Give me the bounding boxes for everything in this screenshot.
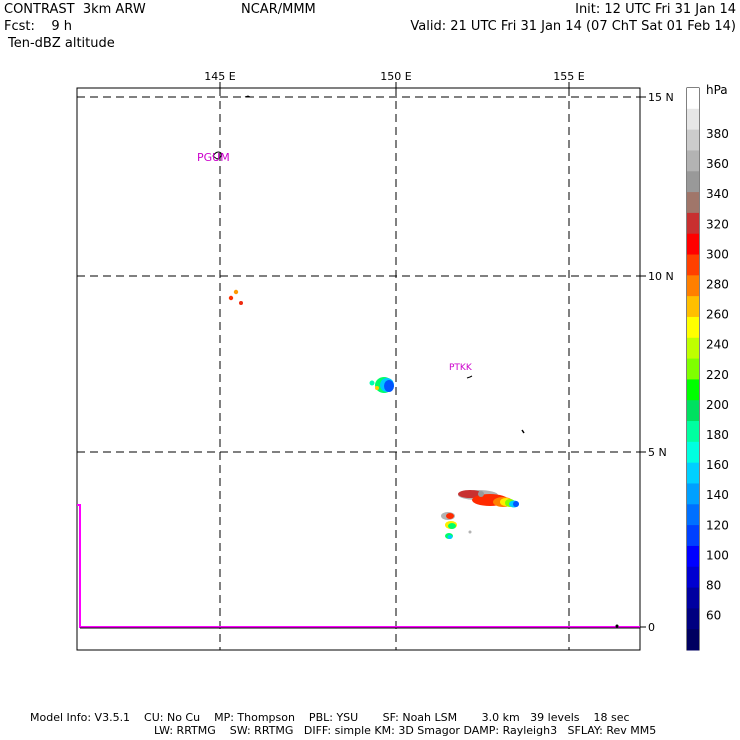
- colorbar-labels: 380 360 340 320 300 280 260 240 220 200 180 160 140 1…: [706, 127, 729, 623]
- graticule: [77, 88, 640, 650]
- colorbar-label: 300: [706, 247, 729, 261]
- colorbar-label: 180: [706, 428, 729, 442]
- footer-physics-info: LW: RRTMG SW: RRTMG DIFF: simple KM: 3D …: [154, 724, 657, 737]
- lat-label-10: 10 N: [648, 270, 674, 283]
- lon-label-150: 150 E: [380, 70, 411, 83]
- colorbar-swatch: [687, 129, 699, 151]
- colorbar-label: 80: [706, 579, 721, 593]
- colorbar-swatch: [687, 296, 699, 318]
- colorbar-label: 100: [706, 548, 729, 562]
- colorbar-swatch: [687, 608, 699, 630]
- echo-cells-west: [228, 289, 243, 305]
- valid-time: Valid: 21 UTC Fri 31 Jan 14 (07 ChT Sat …: [410, 19, 736, 34]
- echo-cell-central: [369, 377, 394, 393]
- footer-model-info: Model Info: V3.5.1 CU: No Cu MP: Thompso…: [30, 711, 630, 724]
- colorbar-swatch: [687, 587, 699, 609]
- map-plot: 145 E 150 E 155 E 15 N 10 N 5 N 0 PGUM P…: [76, 70, 729, 651]
- colorbar-swatch: [687, 150, 699, 172]
- colorbar-swatch: [687, 108, 699, 131]
- colorbar-swatch: [687, 337, 699, 360]
- colorbar-swatch: [687, 171, 699, 193]
- colorbar-label: 140: [706, 488, 729, 502]
- field-name: Ten-dBZ altitude: [8, 36, 115, 51]
- echo-cluster-southeast: [441, 490, 519, 539]
- colorbar: 380 360 340 320 300 280 260 240 220 200 180 160 140 1…: [686, 83, 729, 651]
- init-time: Init: 12 UTC Fri 31 Jan 14: [575, 2, 736, 17]
- colorbar-swatch: [687, 233, 699, 256]
- colorbar-label: 60: [706, 609, 721, 623]
- colorbar-swatch: [687, 421, 699, 443]
- colorbar-swatch: [687, 566, 699, 589]
- colorbar-swatch: [687, 254, 699, 276]
- forecast-hour: Fcst: 9 h: [4, 19, 73, 34]
- station-label-ptkk: PTKK: [449, 363, 473, 373]
- colorbar-swatch: [687, 275, 699, 297]
- colorbar-label: 220: [706, 368, 729, 382]
- lat-label-0: 0: [648, 621, 655, 634]
- colorbar-swatch: [687, 441, 699, 464]
- colorbar-swatch: [687, 379, 699, 401]
- colorbar-swatch: [687, 629, 699, 651]
- model-title: CONTRAST 3km ARW: [4, 2, 146, 17]
- guam-island-outline: [212, 151, 222, 160]
- colorbar-unit: hPa: [706, 83, 728, 97]
- tick-marks: [219, 82, 646, 628]
- colorbar-label: 200: [706, 398, 729, 412]
- colorbar-swatch: [687, 545, 699, 568]
- colorbar-swatch: [687, 358, 699, 380]
- colorbar-swatch: [687, 525, 699, 547]
- colorbar-swatch: [687, 400, 699, 422]
- colorbar-swatch: [687, 192, 699, 214]
- colorbar-label: 120: [706, 518, 729, 532]
- boundary-line: [77, 504, 640, 628]
- colorbar-label: 340: [706, 187, 729, 201]
- org-label: NCAR/MMM: [241, 2, 316, 17]
- lon-label-155: 155 E: [553, 70, 584, 83]
- map-frame: [76, 87, 641, 651]
- colorbar-label: 260: [706, 308, 729, 322]
- chuuk-island-outline: [466, 375, 473, 379]
- colorbar-label: 380: [706, 127, 729, 141]
- colorbar-label: 160: [706, 458, 729, 472]
- lat-label-5: 5 N: [648, 446, 667, 459]
- island-outline-north: [244, 95, 251, 98]
- colorbar-swatch: [687, 88, 699, 110]
- station-label-pgum: PGUM: [197, 151, 230, 164]
- colorbar-label: 360: [706, 157, 729, 171]
- colorbar-swatches: [687, 88, 699, 651]
- colorbar-label: 320: [706, 217, 729, 231]
- colorbar-label: 280: [706, 278, 729, 292]
- lat-label-15: 15 N: [648, 91, 674, 104]
- colorbar-swatch: [687, 212, 699, 235]
- colorbar-label: 240: [706, 338, 729, 352]
- colorbar-swatch: [687, 504, 699, 526]
- colorbar-swatch: [687, 483, 699, 505]
- colorbar-swatch: [687, 316, 699, 339]
- lon-label-145: 145 E: [204, 70, 235, 83]
- colorbar-swatch: [687, 462, 699, 484]
- pohnpei-island-outline: [521, 429, 525, 434]
- equator-marker: [615, 624, 619, 628]
